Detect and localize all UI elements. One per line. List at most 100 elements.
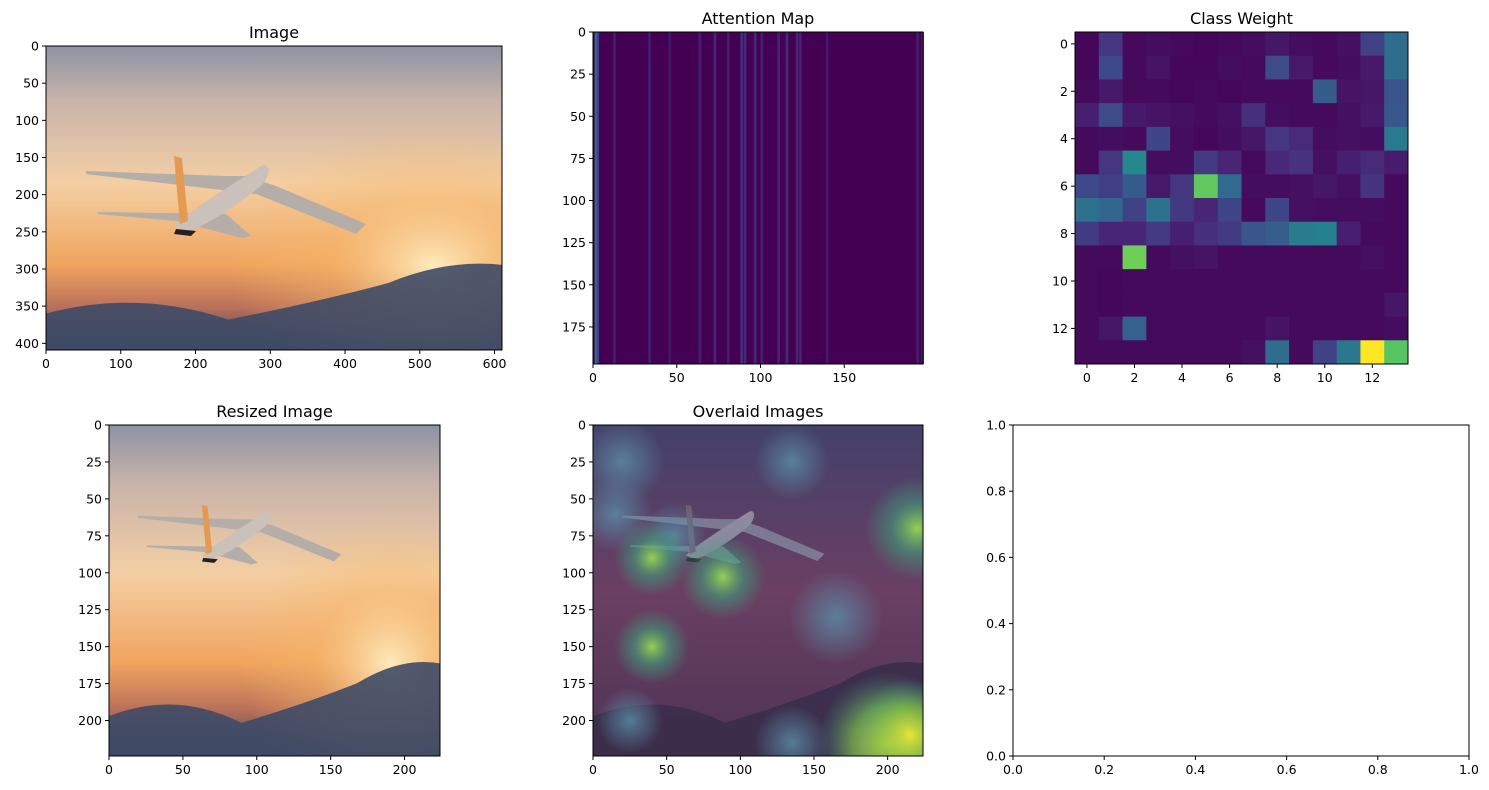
heatmap-cell [1360, 150, 1385, 175]
y-tick-label: 4 [1060, 131, 1068, 146]
heatmap-cell [1289, 103, 1314, 128]
heatmap-cell [1289, 316, 1314, 341]
airplane [138, 504, 342, 565]
heatmap-cell [1075, 126, 1100, 152]
heatmap-cell [1170, 79, 1195, 104]
y-tick-label: 150 [562, 639, 586, 654]
heatmap-cell [1146, 103, 1171, 128]
heatmap-cell [1075, 340, 1100, 365]
heatmap-cell [1193, 221, 1219, 246]
y-tick-label: 0 [578, 25, 586, 40]
heatmap-cell [1360, 32, 1385, 57]
heatmap-cell [1384, 292, 1409, 318]
y-tick-label: 75 [86, 528, 102, 543]
heatmap-cell [1289, 174, 1314, 199]
heatmap-cell [1098, 340, 1124, 365]
axes-frame [1012, 424, 1470, 757]
heatmap-cell [1098, 32, 1124, 57]
heatmap-cell [1075, 174, 1100, 199]
heatmap-cell [1265, 174, 1290, 199]
heatmap-cell [1336, 340, 1361, 365]
y-tick-label: 0.4 [986, 616, 1006, 631]
heatmap-cell [1193, 103, 1219, 128]
heatmap-cell [1170, 174, 1195, 199]
heatmap-cell [1193, 79, 1219, 104]
y-tick-label: 25 [570, 454, 586, 469]
y-tick-label: 150 [15, 150, 39, 165]
x-tick-label: 0 [105, 762, 113, 777]
y-tick-label: 75 [570, 151, 586, 166]
x-tick-label: 200 [393, 762, 417, 777]
heatmap-cell [1241, 150, 1266, 175]
panel-title: Overlaid Images [693, 402, 824, 421]
heatmap-cell [1098, 316, 1124, 341]
x-tick-label: 50 [669, 370, 685, 385]
heatmap-cell [1217, 32, 1242, 57]
attention-column [740, 32, 744, 364]
empty-axes-background [1013, 425, 1469, 756]
attention-hotspot [865, 476, 923, 581]
attention-column [777, 32, 780, 364]
heatmap-cell [1241, 245, 1266, 270]
heatmap-cell [1217, 269, 1242, 294]
x-tick-label: 8 [1273, 370, 1281, 385]
heatmap-cell [1217, 292, 1242, 318]
heatmap-cell [1289, 292, 1314, 318]
heatmap-cell [1217, 55, 1242, 80]
heatmap-cell [1170, 245, 1195, 270]
attention-column [594, 32, 598, 364]
empty-panel: 0.0 0.2 0.4 0.6 0.8 1.0 0.0 0.2 0.4 0.6 0.8 1.0 [986, 418, 1479, 778]
y-tick-label: 25 [86, 454, 102, 469]
y-tick-label: 100 [78, 565, 102, 580]
heatmap-cell [1146, 32, 1171, 57]
heatmap-cell [1241, 79, 1266, 104]
heatmap-cell [1336, 316, 1361, 341]
heatmap-cell [1146, 198, 1171, 223]
heatmap-cell [1146, 174, 1171, 199]
heatmap-cell [1193, 198, 1219, 223]
x-tick-label: 400 [333, 356, 357, 371]
heatmap-cell [1336, 126, 1361, 152]
y-tick-label: 200 [78, 713, 102, 728]
heatmap-cell [1384, 198, 1409, 223]
y-tick-label: 200 [562, 713, 586, 728]
heatmap-cell [1384, 340, 1409, 365]
panel-title: Attention Map [702, 9, 815, 28]
x-tick-label: 1.0 [1459, 762, 1479, 777]
x-tick-label: 0.2 [1094, 762, 1114, 777]
heatmap-cell [1193, 174, 1219, 199]
heatmap-cell [1217, 126, 1242, 152]
airplane [86, 156, 366, 238]
heatmap-cell [1384, 79, 1409, 104]
y-tick-label: 150 [78, 639, 102, 654]
heatmap-cell [1312, 198, 1338, 223]
y-tick-label: 50 [86, 491, 102, 506]
attention-panel: 0 50 100 150 0 25 50 75 100 125 150 175 Attention Ma… [562, 9, 925, 385]
y-tick-label: 75 [570, 528, 586, 543]
heatmap-cell [1384, 174, 1409, 199]
heatmap-cell [1384, 221, 1409, 246]
heatmap-cell [1146, 150, 1171, 175]
heatmap-cell [1170, 32, 1195, 57]
heatmap-cell [1217, 79, 1242, 104]
heatmap-cell [1193, 292, 1219, 318]
heatmap-cell [1122, 198, 1147, 223]
heatmap-cell [1360, 340, 1385, 365]
x-tick-label: 500 [408, 356, 432, 371]
y-tick-label: 350 [15, 299, 39, 314]
heatmap-cell [1075, 292, 1100, 318]
heatmap-cell [1193, 316, 1219, 341]
x-tick-label: 100 [245, 762, 269, 777]
heatmap-cell [1098, 221, 1124, 246]
x-tick-label: 50 [175, 762, 191, 777]
attention-hotspot [788, 569, 884, 665]
heatmap-cell [1122, 126, 1147, 152]
heatmap-cell [1336, 198, 1361, 223]
y-tick-label: 175 [562, 319, 586, 334]
heatmap-cell [1122, 269, 1147, 294]
y-tick-label: 0 [1060, 36, 1068, 51]
y-tick-label: 50 [23, 76, 39, 91]
heatmap-cell [1241, 340, 1266, 365]
attention-column [698, 32, 702, 364]
